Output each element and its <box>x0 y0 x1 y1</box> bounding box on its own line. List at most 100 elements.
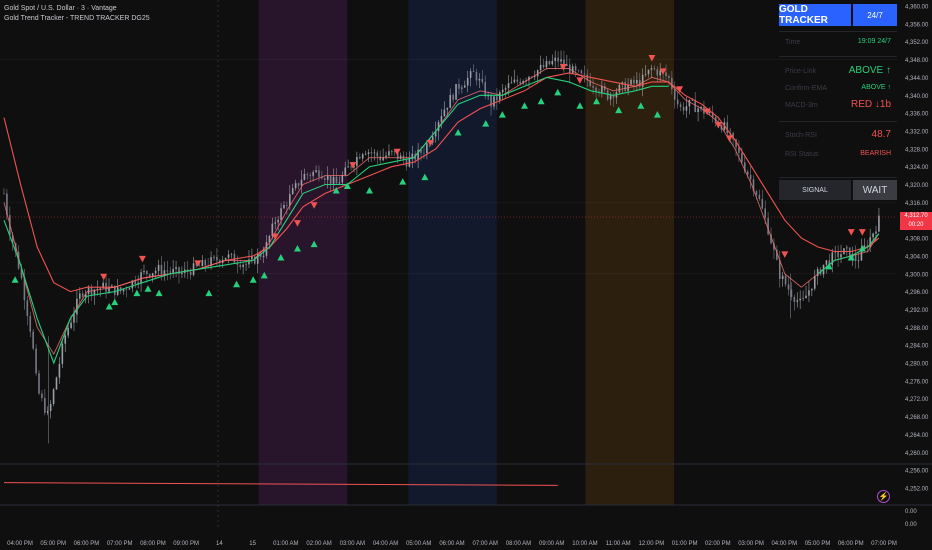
candle-body <box>595 87 597 92</box>
candle-body <box>332 176 335 184</box>
candle-body <box>688 99 691 107</box>
candle-body <box>641 74 644 87</box>
candle-body <box>854 254 857 262</box>
macd-label: MACD-3m <box>785 102 818 109</box>
price-tick-label: 4,264.00 <box>905 433 929 439</box>
panel-title: GOLD TRACKER <box>779 4 851 26</box>
current-price-tag: 4,312.70 00:20 <box>900 212 932 230</box>
candle-body <box>813 276 816 289</box>
candle-body <box>64 335 67 344</box>
candle-body <box>44 398 46 413</box>
candle-body <box>577 70 580 72</box>
time-tick-label: 07:00 PM <box>871 541 897 547</box>
candle-body <box>735 139 737 148</box>
candle-body <box>61 343 64 364</box>
candle-body <box>612 94 615 98</box>
candle-body <box>554 57 557 61</box>
candle-body <box>309 174 312 176</box>
candle-body <box>513 79 516 83</box>
stoch-rsi-label: Stoch-RSI <box>785 132 817 139</box>
candle-body <box>242 264 244 268</box>
candle-body <box>592 85 594 88</box>
buy-signal <box>521 102 529 109</box>
candle-body <box>79 293 81 299</box>
time-tick-label: 10:00 AM <box>572 541 597 547</box>
candle-body <box>291 188 294 195</box>
candle-body <box>274 222 277 224</box>
price-tick-label: 4,328.00 <box>905 147 929 153</box>
candle-body <box>624 82 626 91</box>
time-tick-label: 05:00 AM <box>406 541 431 547</box>
buy-signal <box>576 102 584 109</box>
candle-body <box>571 66 574 74</box>
candle-body <box>793 296 796 302</box>
candle-body <box>297 183 300 186</box>
candle-body <box>586 74 589 81</box>
candle-body <box>114 285 116 295</box>
candle-body <box>507 83 510 89</box>
price-tick-label: 4,344.00 <box>905 76 929 82</box>
candle-body <box>326 175 329 180</box>
candle-body <box>303 173 306 180</box>
session-band <box>585 0 675 505</box>
time-tick-label: 08:00 AM <box>506 541 531 547</box>
candle-body <box>385 155 387 158</box>
sell-signal <box>576 77 584 84</box>
price-tick-label: 4,284.00 <box>905 344 929 350</box>
candle-body <box>749 174 752 180</box>
time-tick-label: 02:00 AM <box>306 541 331 547</box>
lightning-icon[interactable]: ⚡ <box>877 490 890 503</box>
price-tick-label: 4,252.00 <box>905 487 929 493</box>
time-axis[interactable]: 04:00 PM 05:00 PM 06:00 PM 07:00 PM 08:00 PM… <box>7 541 897 547</box>
candle-body <box>711 112 714 117</box>
candle-body <box>776 249 778 260</box>
candle-body <box>851 254 854 260</box>
candle-body <box>111 285 113 287</box>
buy-signal <box>260 271 268 279</box>
price-tick-label: 4,296.00 <box>905 290 929 296</box>
candle-body <box>784 275 787 285</box>
candle-body <box>778 259 781 280</box>
sell-signal <box>271 233 279 241</box>
candle-body <box>496 96 498 101</box>
candle-body <box>289 194 291 206</box>
candle-body <box>694 99 696 113</box>
price-tick-label: 4,256.00 <box>905 469 929 475</box>
confirm-ema-line <box>3 76 669 365</box>
candle-body <box>673 89 676 100</box>
symbol-title[interactable]: Gold Spot / U.S. Dollar · 3 · Vantage <box>4 5 117 12</box>
candle-body <box>545 61 548 68</box>
price-axis[interactable]: 4,360.00 4,356.00 4,352.00 4,348.00 4,344.00… <box>905 5 929 493</box>
candle-body <box>283 205 285 209</box>
candle-body <box>315 170 317 173</box>
candle-body <box>23 278 26 301</box>
stoch-rsi-value: 48.7 <box>871 129 891 140</box>
candle-body <box>306 173 309 175</box>
candle-body <box>140 272 142 283</box>
candle-body <box>475 72 478 81</box>
candle-body <box>210 257 212 266</box>
sell-signal <box>293 220 301 227</box>
candle-body <box>262 255 265 257</box>
candle-body <box>638 79 641 87</box>
indicator-title[interactable]: Gold Trend Tracker - TREND TRACKER DG25 <box>4 15 150 22</box>
candle-body <box>828 260 831 266</box>
buy-signal <box>482 120 490 127</box>
candle-body <box>219 260 221 263</box>
time-tick-label: 11:00 AM <box>606 541 631 547</box>
candle-body <box>379 156 382 161</box>
candle-body <box>227 254 230 258</box>
candle-body <box>239 264 242 268</box>
candle-body <box>580 70 583 74</box>
sell-signal <box>725 135 733 142</box>
signal-value: WAIT <box>853 180 897 200</box>
candle-body <box>878 215 880 232</box>
time-tick-label: 05:00 PM <box>40 541 66 547</box>
candle-body <box>743 162 746 172</box>
grid-lines <box>0 0 932 530</box>
candle-body <box>172 268 174 273</box>
candle-body <box>732 132 734 140</box>
price-tick-label: 4,352.00 <box>905 40 929 46</box>
time-label: Time <box>785 39 801 46</box>
